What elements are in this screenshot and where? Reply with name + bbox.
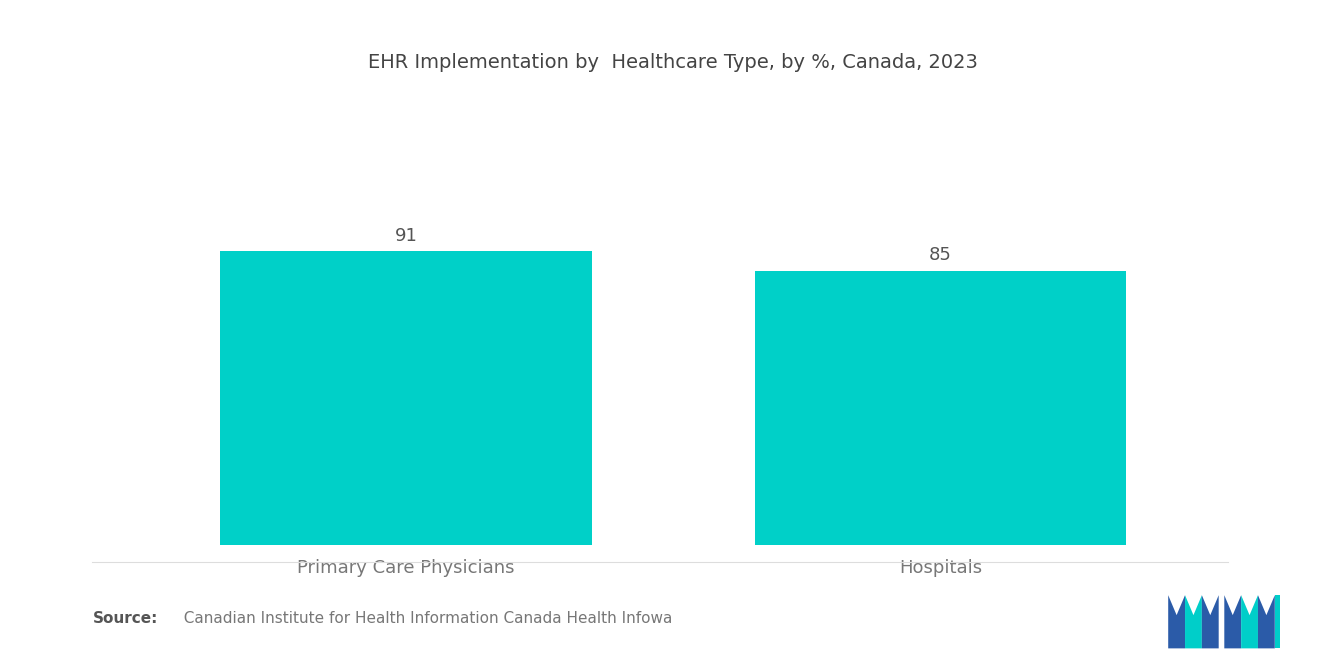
Title: EHR Implementation by  Healthcare Type, by %, Canada, 2023: EHR Implementation by Healthcare Type, b… [368,53,978,72]
Polygon shape [1185,595,1201,648]
Polygon shape [1201,595,1218,648]
Polygon shape [1225,595,1241,648]
Bar [755,271,1126,545]
Polygon shape [1241,595,1258,648]
Bar [220,251,591,545]
Text: Source:: Source: [92,611,158,626]
Polygon shape [1258,595,1275,648]
Text: Canadian Institute for Health Information Canada Health Infowa: Canadian Institute for Health Informatio… [174,611,673,626]
Text: 85: 85 [929,246,952,264]
Polygon shape [1275,595,1280,648]
Polygon shape [1168,595,1185,648]
Text: 91: 91 [395,227,417,245]
